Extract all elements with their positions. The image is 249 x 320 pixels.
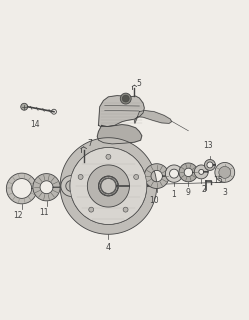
Circle shape — [99, 176, 118, 196]
Circle shape — [123, 207, 128, 212]
Circle shape — [106, 154, 111, 159]
Text: 10: 10 — [149, 196, 159, 205]
Polygon shape — [134, 110, 172, 123]
Polygon shape — [204, 159, 215, 170]
Text: 3: 3 — [222, 188, 227, 197]
Text: 14: 14 — [31, 120, 40, 129]
Polygon shape — [194, 165, 208, 179]
Circle shape — [134, 174, 139, 180]
Text: 1: 1 — [172, 190, 176, 199]
Text: 15: 15 — [213, 176, 223, 185]
Text: 9: 9 — [186, 188, 191, 197]
Text: 7: 7 — [87, 139, 92, 148]
Circle shape — [120, 93, 131, 104]
Polygon shape — [179, 163, 198, 182]
Text: 2: 2 — [201, 185, 206, 194]
Circle shape — [215, 163, 235, 182]
Polygon shape — [61, 176, 82, 196]
Polygon shape — [99, 177, 118, 196]
Text: 12: 12 — [13, 211, 23, 220]
Polygon shape — [97, 124, 142, 144]
Polygon shape — [99, 96, 144, 127]
Polygon shape — [165, 165, 183, 182]
Text: 13: 13 — [203, 141, 213, 150]
Circle shape — [21, 103, 28, 110]
Polygon shape — [33, 174, 60, 201]
Circle shape — [219, 166, 231, 178]
Polygon shape — [144, 164, 169, 188]
Polygon shape — [6, 173, 37, 204]
Circle shape — [89, 207, 94, 212]
Circle shape — [78, 174, 83, 180]
Text: 4: 4 — [106, 243, 111, 252]
Circle shape — [122, 95, 129, 102]
Text: 5: 5 — [136, 79, 141, 88]
Polygon shape — [87, 165, 129, 207]
Text: 11: 11 — [39, 208, 49, 217]
Circle shape — [70, 148, 147, 224]
Polygon shape — [60, 138, 157, 234]
Circle shape — [101, 179, 116, 193]
